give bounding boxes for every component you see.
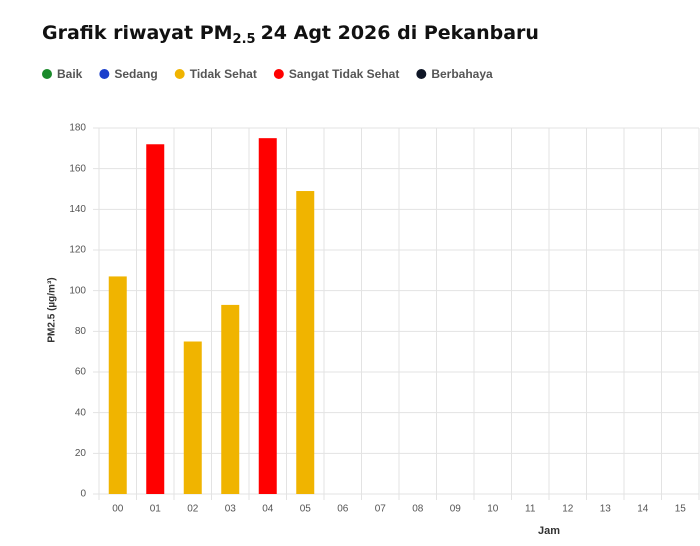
x-tick-label: 03 bbox=[225, 504, 237, 515]
legend-marker[interactable] bbox=[416, 69, 427, 79]
x-tick-label: 09 bbox=[450, 504, 462, 515]
bar bbox=[258, 138, 277, 494]
x-tick-label: 04 bbox=[262, 504, 274, 515]
y-tick-label: 180 bbox=[69, 123, 86, 134]
y-tick-label: 20 bbox=[75, 448, 87, 459]
x-tick-label: 07 bbox=[375, 504, 387, 515]
bar bbox=[108, 276, 127, 494]
bar bbox=[296, 191, 315, 495]
x-tick-label: 00 bbox=[112, 504, 124, 515]
bar bbox=[183, 341, 202, 494]
y-tick-label: 40 bbox=[75, 407, 87, 418]
y-tick-label: 140 bbox=[69, 204, 86, 215]
x-tick-label: 05 bbox=[300, 504, 312, 515]
x-tick-label: 02 bbox=[187, 504, 199, 515]
x-tick-label: 06 bbox=[337, 504, 349, 515]
bar bbox=[221, 304, 240, 494]
legend-label[interactable]: Tidak Sehat bbox=[190, 67, 257, 81]
legend-marker[interactable] bbox=[273, 69, 284, 79]
legend-marker[interactable] bbox=[174, 69, 185, 79]
x-tick-label: 12 bbox=[562, 504, 574, 515]
x-tick-label: 14 bbox=[637, 504, 649, 515]
x-tick-label: 08 bbox=[412, 504, 424, 515]
y-tick-label: 80 bbox=[75, 326, 87, 337]
chart-title: Grafik riwayat PM2.5 24 Agt 2026 di Pekan… bbox=[42, 22, 539, 47]
legend-marker[interactable] bbox=[99, 69, 110, 79]
y-tick-label: 60 bbox=[75, 367, 87, 378]
legend-marker[interactable] bbox=[42, 69, 52, 79]
y-tick-label: 100 bbox=[69, 285, 86, 296]
legend-label[interactable]: Baik bbox=[57, 67, 83, 81]
x-tick-label: 13 bbox=[600, 504, 612, 515]
x-tick-label: 01 bbox=[150, 504, 162, 515]
y-tick-label: 160 bbox=[69, 163, 86, 174]
legend-label[interactable]: Berbahaya bbox=[431, 67, 493, 81]
y-tick-label: 120 bbox=[69, 245, 86, 256]
x-tick-label: 11 bbox=[525, 504, 536, 515]
title-main: Grafik riwayat PM bbox=[42, 22, 233, 44]
x-axis-label: Jam bbox=[538, 525, 560, 537]
y-tick-label: 0 bbox=[80, 489, 86, 500]
title-rest: 24 Agt 2026 di Pekanbaru bbox=[261, 22, 539, 44]
title-sub: 2.5 bbox=[233, 32, 256, 47]
bar bbox=[146, 144, 165, 494]
legend-label[interactable]: Sedang bbox=[114, 67, 157, 81]
x-tick-label: 15 bbox=[675, 504, 687, 515]
y-axis-label: PM2.5 (µg/m³) bbox=[47, 277, 58, 342]
x-tick-label: 10 bbox=[487, 504, 499, 515]
legend-label[interactable]: Sangat Tidak Sehat bbox=[289, 67, 399, 81]
